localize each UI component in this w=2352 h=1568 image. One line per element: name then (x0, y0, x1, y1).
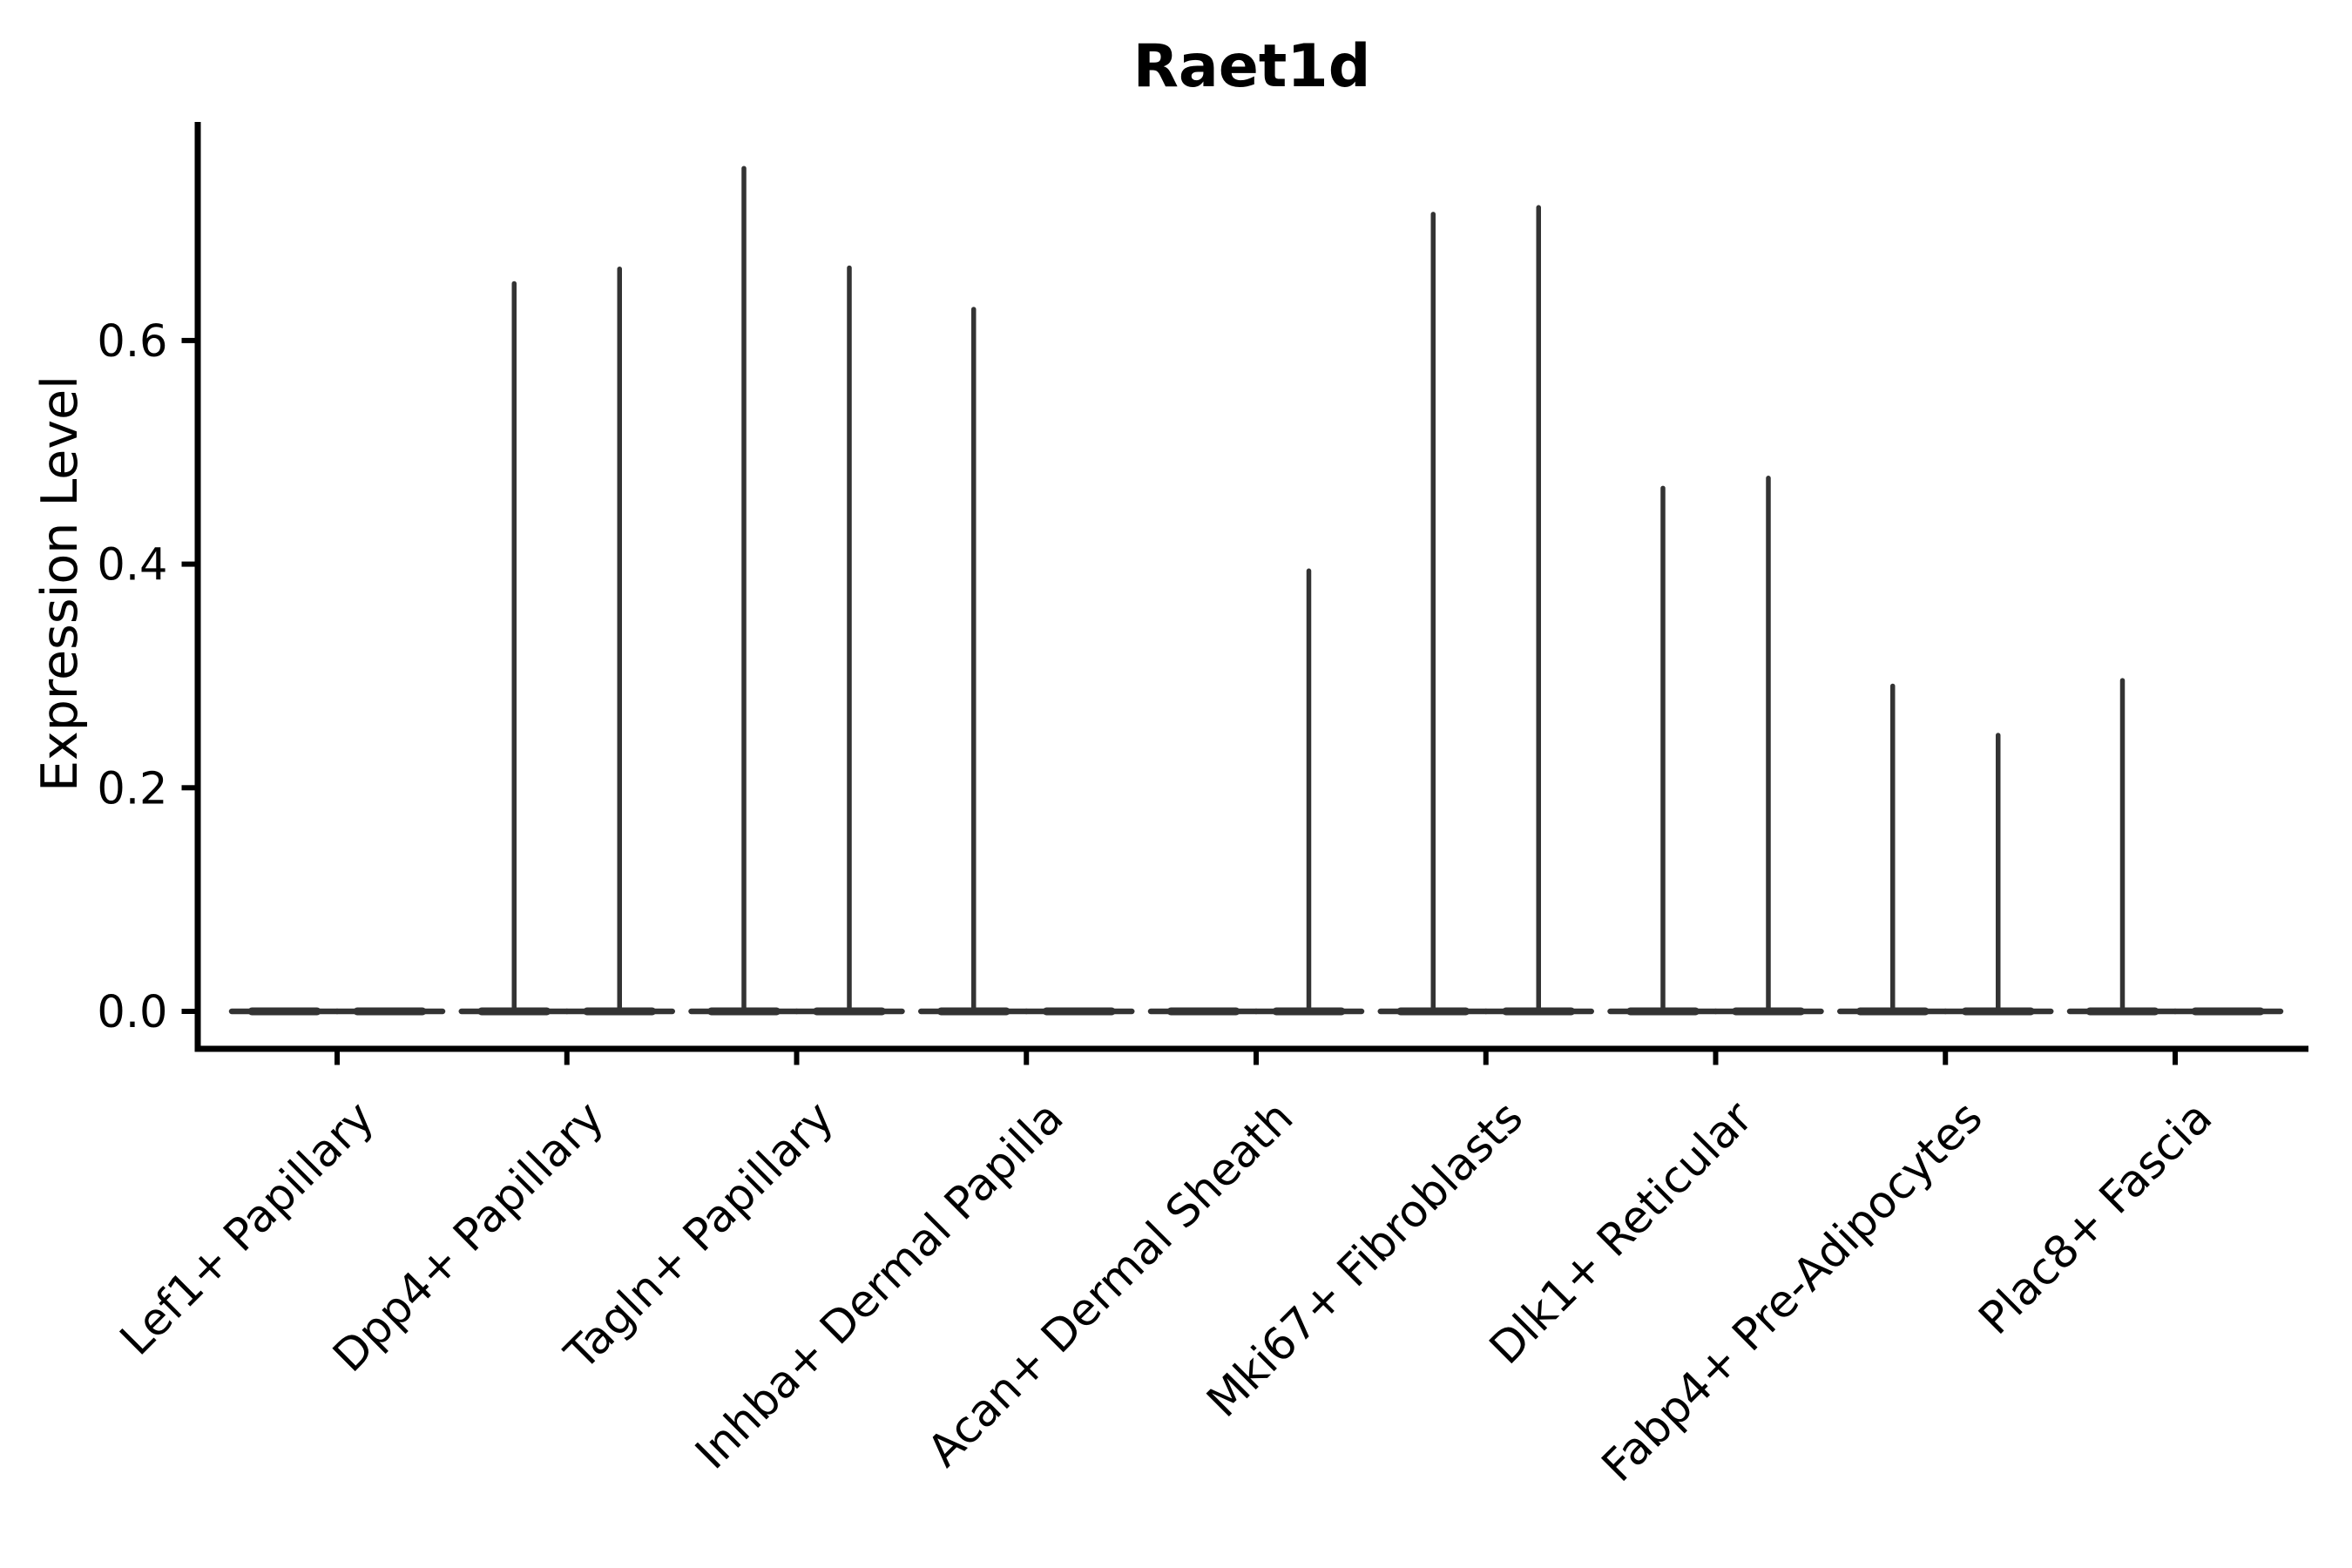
x-tick-label-8: Plac8+ Fascia (1970, 1092, 2222, 1344)
y-tick-label-0: 0.0 (97, 987, 167, 1038)
y-axis-label: Expression Level (31, 375, 89, 792)
y-tick-label-3: 0.6 (97, 316, 167, 368)
y-tick-label-2: 0.4 (97, 540, 167, 591)
x-tick-label-3: Inhba+ Dermal Papilla (686, 1092, 1074, 1479)
x-tick-label-7: Fabp4+ Pre-Adipocytes (1592, 1092, 1992, 1491)
chart-title: Raet1d (1133, 32, 1371, 101)
x-tick-label-4: Acan+ Dermal Sheath (918, 1092, 1303, 1477)
x-tick-label-0: Lef1+ Papillary (111, 1092, 384, 1365)
y-tick-label-1: 0.2 (97, 763, 167, 814)
